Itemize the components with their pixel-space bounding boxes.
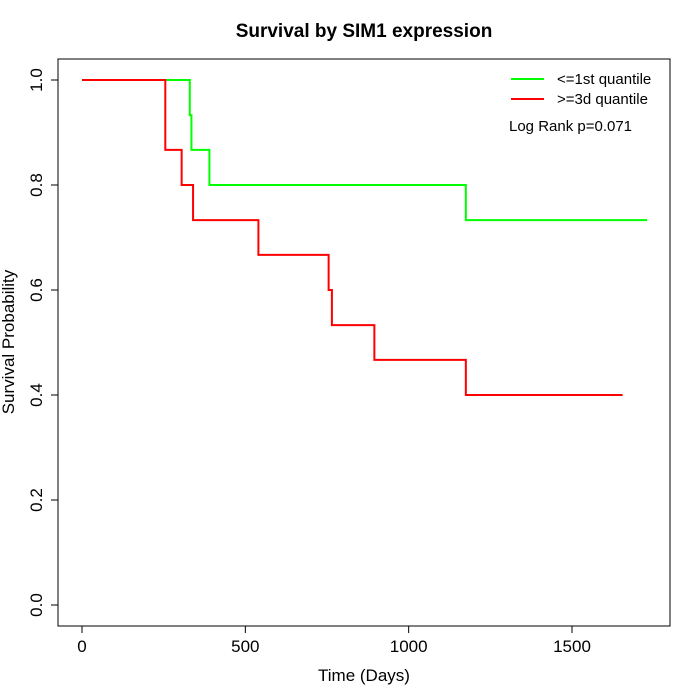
y-axis-label: Survival Probability [0, 269, 18, 414]
y-tick-label: 0.8 [27, 173, 46, 197]
x-axis: 0 500 1000 1500 [77, 625, 591, 656]
y-axis: 0.0 0.2 0.4 0.6 0.8 1.0 [27, 68, 59, 617]
x-axis-label: Time (Days) [318, 666, 410, 685]
log-rank-annotation: Log Rank p=0.071 [509, 118, 632, 135]
x-tick-label: 1500 [553, 637, 591, 656]
plot-frame [57, 58, 671, 627]
x-tick-label: 0 [77, 637, 86, 656]
legend-label-series-1: <=1st quantile [557, 71, 651, 88]
y-tick-label: 0.2 [27, 488, 46, 512]
y-tick-label: 1.0 [27, 68, 46, 92]
series-layer [82, 79, 648, 396]
legend-label-series-2: >=3d quantile [557, 91, 648, 108]
series-line-1 [82, 79, 648, 222]
y-tick-label: 0.4 [27, 383, 46, 407]
series-line-2 [82, 79, 623, 396]
x-tick-label: 1000 [390, 637, 428, 656]
y-tick-label: 0.0 [27, 593, 46, 617]
legend: <=1st quantile >=3d quantile [511, 71, 651, 108]
y-tick-label: 0.6 [27, 278, 46, 302]
chart-title: Survival by SIM1 expression [236, 21, 493, 42]
x-tick-label: 500 [231, 637, 259, 656]
